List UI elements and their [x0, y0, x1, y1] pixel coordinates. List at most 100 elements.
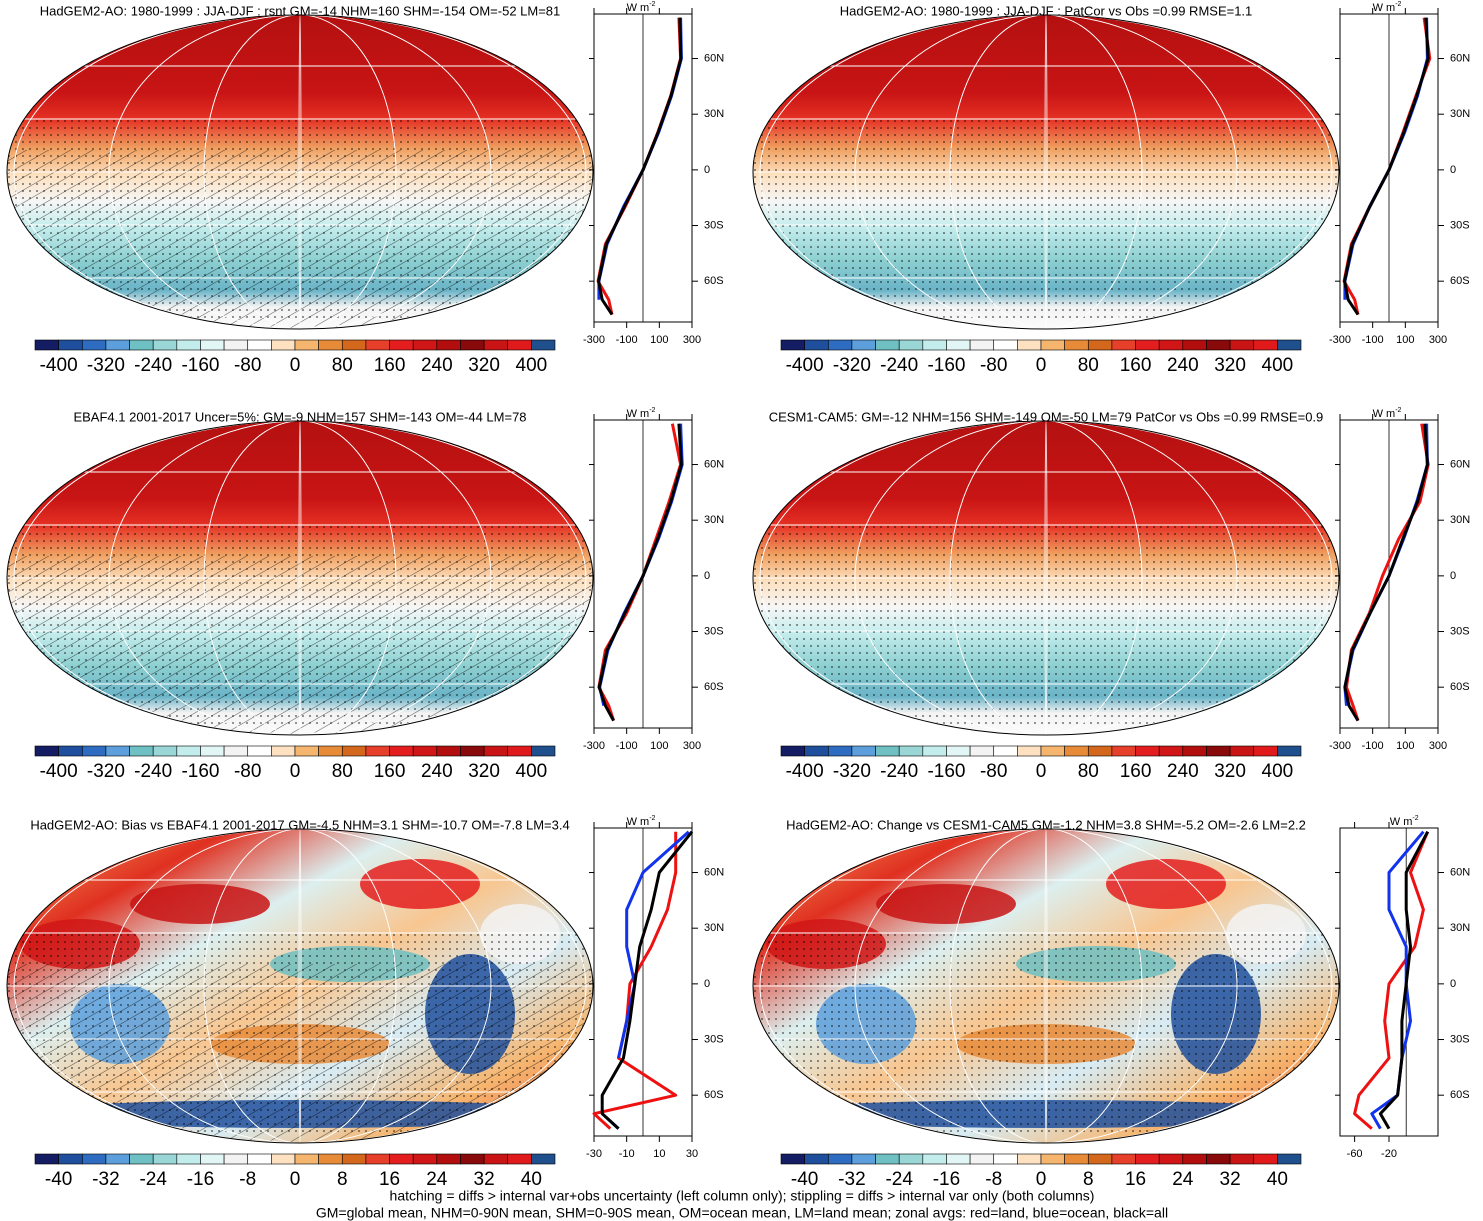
colorbar-box: [780, 1153, 805, 1165]
map-patch: [1106, 859, 1226, 909]
colorbar-box: [1277, 1153, 1302, 1165]
colorbar-box: [1253, 745, 1278, 757]
y-tick-label: 0: [1450, 978, 1456, 990]
graticule: [854, 421, 1238, 735]
colorbar-box: [1040, 339, 1065, 351]
stippling: [753, 526, 1339, 726]
zonal-mean-line: [1343, 17, 1429, 300]
colorbar-box: [460, 339, 485, 351]
x-tick-label: -100: [1362, 740, 1384, 752]
colorbar-box: [271, 339, 296, 351]
map-border: [752, 828, 1340, 1144]
colorbar-box: [436, 1153, 461, 1165]
colorbar-label: 400: [516, 761, 548, 782]
colorbar-box: [58, 339, 83, 351]
colorbar-box: [34, 339, 59, 351]
x-tick-label: 300: [683, 740, 701, 752]
colorbar-box: [922, 1153, 947, 1165]
colorbar-box: [993, 339, 1018, 351]
colorbar-box: [483, 339, 509, 351]
colorbar-label: -8: [239, 1169, 256, 1190]
x-tick-label: 100: [650, 740, 668, 752]
colorbar-box: [1182, 745, 1207, 757]
x-tick-label: 100: [1396, 334, 1414, 346]
colorbar-box: [898, 745, 924, 757]
zonal-mean-line: [597, 17, 683, 316]
x-tick-label: 100: [1396, 740, 1414, 752]
colorbar-box: [341, 1153, 367, 1165]
colorbar-box: [129, 1153, 154, 1165]
colorbar-box: [1064, 339, 1089, 351]
colorbar-box: [365, 1153, 390, 1165]
stippling: [753, 934, 1339, 1134]
colorbar-box: [483, 1153, 509, 1165]
x-tick-label: 300: [683, 334, 701, 346]
zonal-mean-line: [598, 423, 684, 707]
y-tick-label: 30S: [704, 625, 724, 637]
graticule: [759, 421, 1333, 735]
colorbar-box: [152, 339, 178, 351]
colorbar-label: -32: [838, 1169, 865, 1190]
colorbar-label: 400: [1262, 355, 1294, 376]
x-tick-label: -20: [1381, 1148, 1397, 1160]
colorbar-label: -40: [791, 1169, 818, 1190]
colorbar-box: [247, 745, 272, 757]
zonal-mean-line: [600, 830, 694, 1130]
colorbar-box: [1277, 339, 1302, 351]
colorbar-box: [436, 339, 461, 351]
colorbar-label: 16: [1125, 1169, 1146, 1190]
hatching: [7, 150, 593, 329]
graticule: [854, 829, 1238, 1143]
map: [753, 15, 1339, 329]
graticule: [949, 421, 1143, 735]
x-tick-label: -100: [616, 334, 638, 346]
map-border: [6, 828, 594, 1144]
colorbar-label: -80: [234, 761, 261, 782]
colorbar-box: [389, 339, 414, 351]
unit-label: W m-2: [1373, 1, 1402, 14]
colorbar-box: [271, 1153, 296, 1165]
panel-title: CESM1-CAM5: GM=-12 NHM=156 SHM=-149 OM=-…: [769, 409, 1324, 424]
zonal-mean-line: [1342, 17, 1432, 315]
unit-exponent: -2: [649, 407, 655, 414]
colorbar-label: 0: [1036, 1169, 1047, 1190]
colorbar-label: 32: [1220, 1169, 1241, 1190]
colorbar-box: [34, 1153, 59, 1165]
colorbar-box: [412, 745, 438, 757]
y-tick-label: 30N: [1450, 108, 1470, 120]
map: [753, 829, 1339, 1143]
colorbar-box: [1087, 1153, 1113, 1165]
graticule: [949, 15, 1143, 329]
colorbar-box: [105, 745, 130, 757]
colorbar-box: [1158, 339, 1184, 351]
colorbar-box: [993, 1153, 1018, 1165]
zonal-mean-line: [592, 831, 678, 1130]
panel-title: EBAF4.1 2001-2017 Uncer=5%: GM=-9 NHM=15…: [73, 409, 526, 424]
panel: HadGEM2-AO: 1980-1999 : JJA-DJF : PatCor…: [752, 1, 1470, 376]
colorbar-box: [1087, 745, 1113, 757]
colorbar-box: [341, 745, 367, 757]
colorbar-label: -40: [45, 1169, 72, 1190]
map-patch: [876, 884, 1016, 924]
unit-exponent: -2: [649, 815, 655, 822]
y-tick-label: 30N: [1450, 922, 1470, 934]
graticule: [203, 15, 397, 329]
colorbar-box: [200, 745, 225, 757]
colorbar-box: [851, 745, 876, 757]
colorbar-label: 320: [468, 761, 500, 782]
zonal-mean-line: [596, 17, 683, 315]
x-tick-label: -300: [1329, 334, 1351, 346]
zonal-mean-line: [597, 423, 683, 722]
colorbar-box: [152, 745, 178, 757]
colorbar-box: [389, 1153, 414, 1165]
colorbar-box: [827, 339, 853, 351]
colorbar-box: [922, 745, 947, 757]
unit-exponent: -2: [649, 1, 655, 8]
colorbar-box: [1182, 339, 1207, 351]
unit-exponent: -2: [1395, 407, 1401, 414]
y-tick-label: 60S: [704, 1089, 724, 1101]
colorbar-box: [969, 339, 995, 351]
colorbar-box: [1158, 1153, 1184, 1165]
graticule: [13, 15, 587, 329]
